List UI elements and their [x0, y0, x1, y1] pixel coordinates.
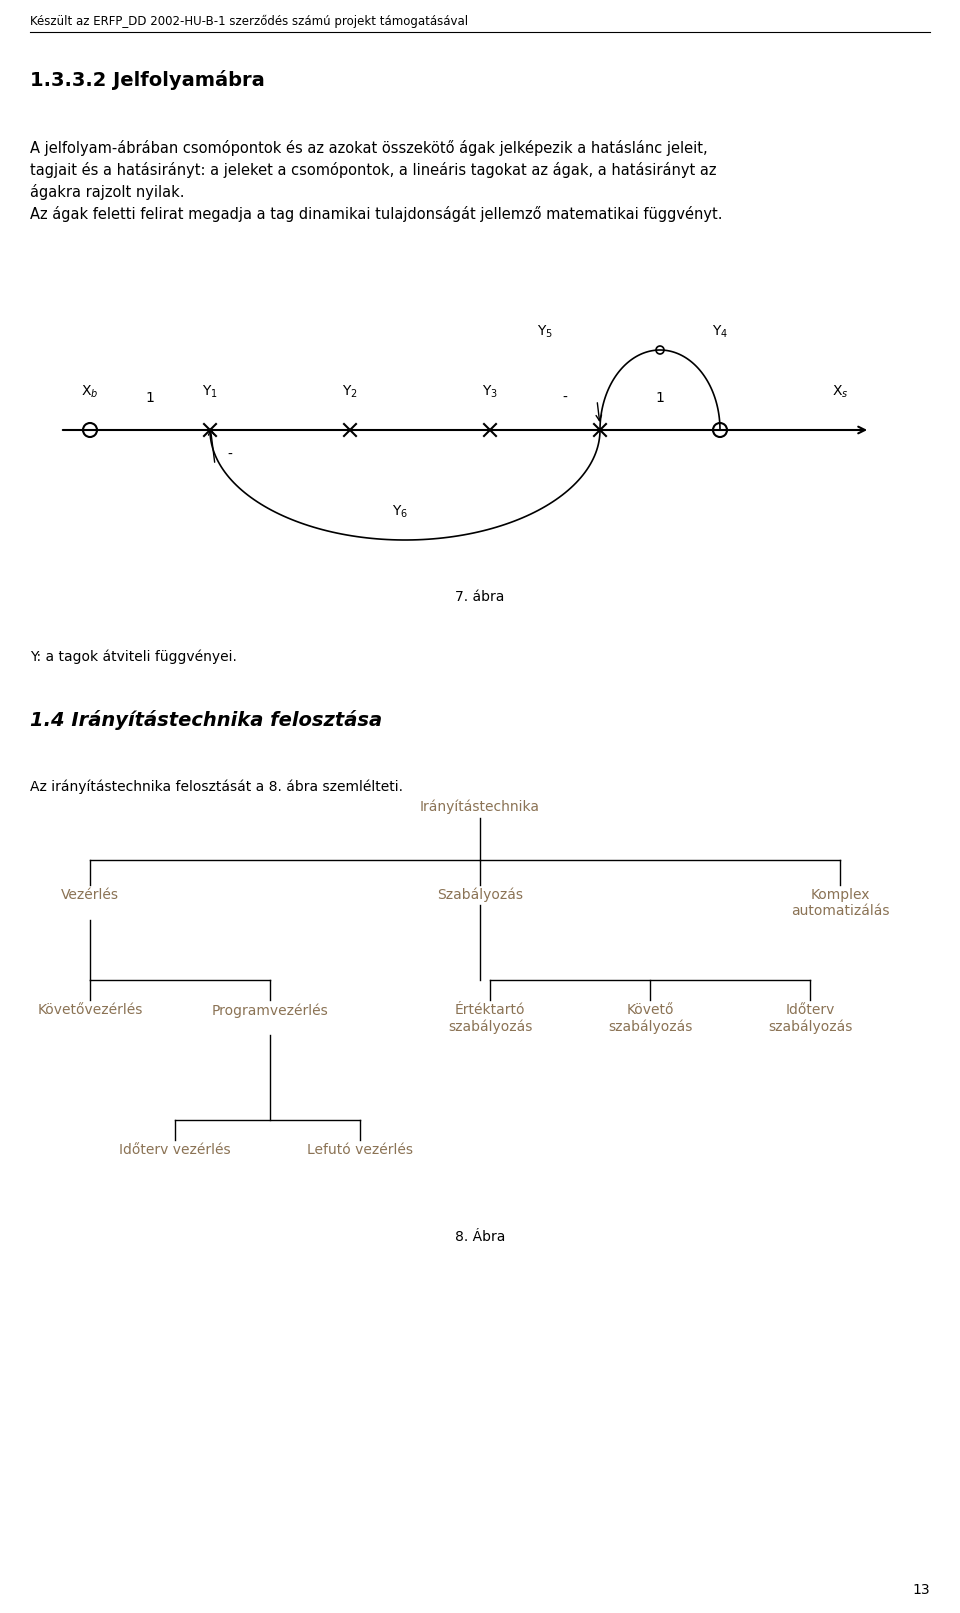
Text: tagjait és a hatásirányt: a jeleket a csomópontok, a lineáris tagokat az ágak, a: tagjait és a hatásirányt: a jeleket a cs…: [30, 161, 716, 177]
Text: 8. Ábra: 8. Ábra: [455, 1231, 505, 1244]
Text: Az ágak feletti felirat megadja a tag dinamikai tulajdonságát jellemző matematik: Az ágak feletti felirat megadja a tag di…: [30, 206, 723, 223]
Text: ágakra rajzolt nyilak.: ágakra rajzolt nyilak.: [30, 184, 184, 200]
Text: Követő
szabályozás: Követő szabályozás: [608, 1003, 692, 1034]
Text: Időterv
szabályozás: Időterv szabályozás: [768, 1003, 852, 1034]
Text: X$_s$: X$_s$: [831, 384, 849, 400]
Text: 1: 1: [146, 390, 155, 405]
Text: Y$_4$: Y$_4$: [712, 324, 728, 340]
Text: Y$_6$: Y$_6$: [392, 503, 408, 519]
Text: Követővezérlés: Követővezérlés: [37, 1003, 143, 1018]
Text: A jelfolyam-ábrában csomópontok és az azokat összekötő ágak jelképezik a hatáslá: A jelfolyam-ábrában csomópontok és az az…: [30, 140, 708, 156]
Text: Komplex
automatizálás: Komplex automatizálás: [791, 889, 889, 918]
Text: Szabályozás: Szabályozás: [437, 889, 523, 903]
Text: Y$_1$: Y$_1$: [202, 384, 218, 400]
Text: 1: 1: [656, 390, 664, 405]
Text: 7. ábra: 7. ábra: [455, 590, 505, 603]
Text: Y$_2$: Y$_2$: [342, 384, 358, 400]
Text: Az irányítástechnika felosztását a 8. ábra szemlélteti.: Az irányítástechnika felosztását a 8. áb…: [30, 781, 403, 795]
Text: Készült az ERFP_DD 2002-HU-B-1 szerződés számú projekt támogatásával: Készült az ERFP_DD 2002-HU-B-1 szerződés…: [30, 15, 468, 27]
Text: -: -: [563, 390, 567, 405]
Text: Y$_5$: Y$_5$: [537, 324, 553, 340]
Text: Értéktartó
szabályozás: Értéktartó szabályozás: [447, 1003, 532, 1034]
Text: Lefutó vezérlés: Lefutó vezérlés: [307, 1144, 413, 1157]
Text: 1.3.3.2 Jelfolyamábra: 1.3.3.2 Jelfolyamábra: [30, 69, 265, 90]
Text: Időterv vezérlés: Időterv vezérlés: [119, 1144, 230, 1157]
Text: Y$_3$: Y$_3$: [482, 384, 498, 400]
Text: Vezérlés: Vezérlés: [61, 889, 119, 902]
Text: Programvezérlés: Programvezérlés: [211, 1003, 328, 1018]
Text: 1.4 Irányítástechnika felosztása: 1.4 Irányítástechnika felosztása: [30, 710, 382, 731]
Text: -: -: [228, 448, 232, 461]
Text: Y: a tagok átviteli függvényei.: Y: a tagok átviteli függvényei.: [30, 650, 237, 665]
Text: X$_b$: X$_b$: [82, 384, 99, 400]
Text: 13: 13: [912, 1582, 930, 1597]
Text: Irányítástechnika: Irányítástechnika: [420, 800, 540, 815]
